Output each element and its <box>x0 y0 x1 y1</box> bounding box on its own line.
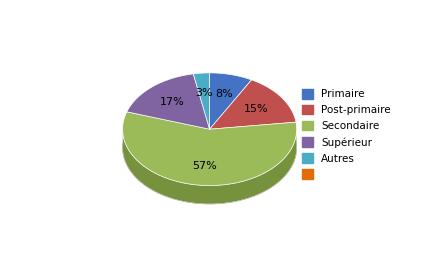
PathPatch shape <box>209 80 295 129</box>
Legend: Primaire, Post-primaire, Secondaire, Supérieur, Autres, : Primaire, Post-primaire, Secondaire, Sup… <box>298 86 393 182</box>
PathPatch shape <box>193 73 209 129</box>
PathPatch shape <box>122 128 296 204</box>
PathPatch shape <box>209 73 251 129</box>
Text: 57%: 57% <box>191 161 216 171</box>
PathPatch shape <box>127 74 209 129</box>
Text: 3%: 3% <box>195 88 212 98</box>
Text: 15%: 15% <box>244 104 268 114</box>
PathPatch shape <box>122 112 296 185</box>
Ellipse shape <box>122 91 296 204</box>
Text: 17%: 17% <box>159 97 184 107</box>
Text: 8%: 8% <box>214 89 232 99</box>
